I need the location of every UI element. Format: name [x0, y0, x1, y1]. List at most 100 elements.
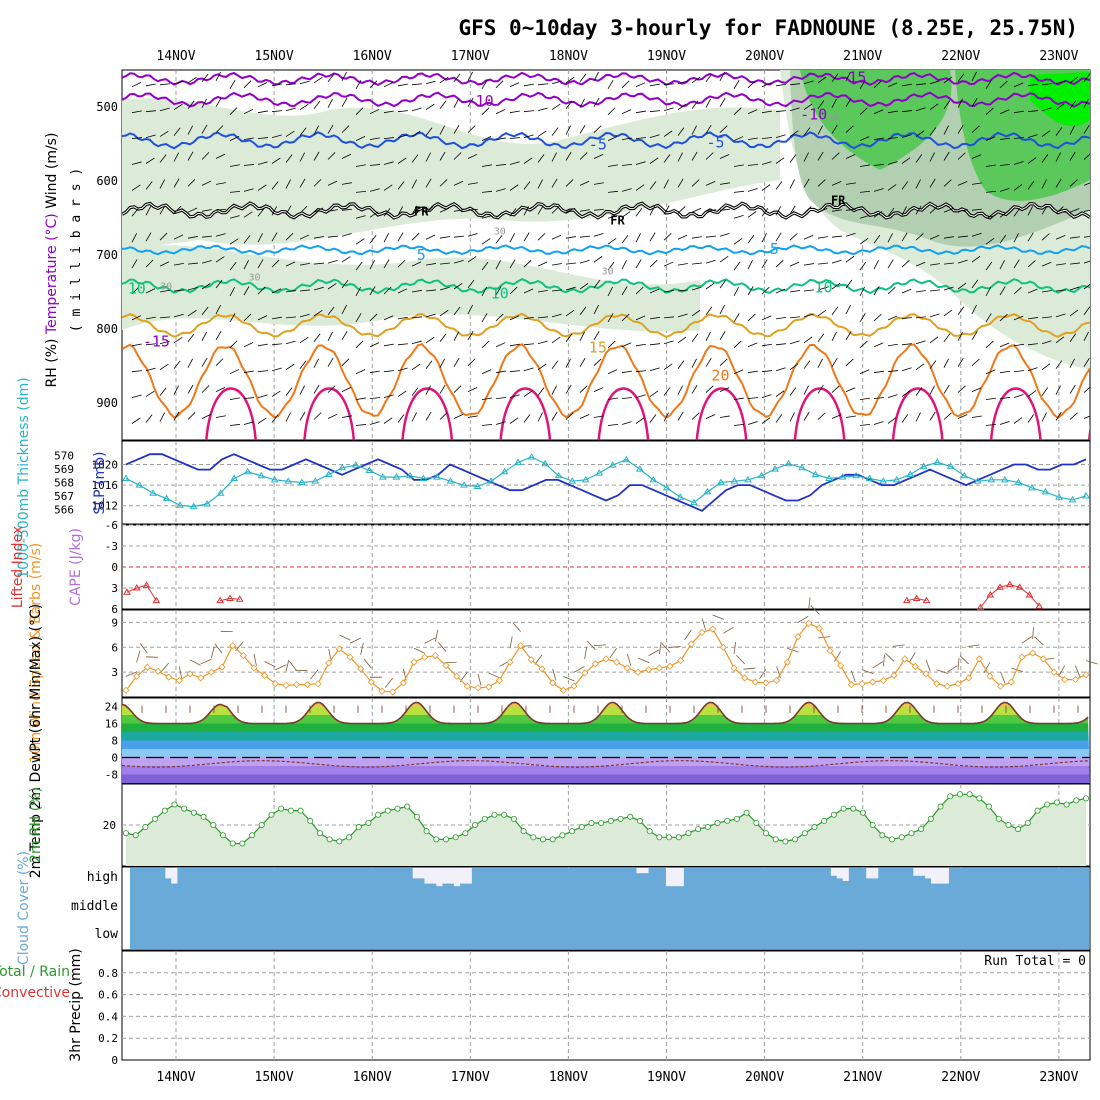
- wind-barb: [313, 286, 324, 291]
- rh-2m-point: [549, 836, 556, 843]
- wind-barb: [355, 369, 366, 375]
- wind-barb: [243, 370, 254, 374]
- wind-barb: [705, 73, 713, 83]
- wind-barb: [257, 161, 268, 165]
- wind-barb: [229, 397, 240, 400]
- wind-barb: [803, 234, 814, 240]
- thickness-point: [284, 477, 293, 484]
- wind-barb: [943, 151, 950, 161]
- wind-barb: [803, 152, 809, 162]
- thickness-point: [379, 473, 387, 480]
- wind-barb: [705, 235, 716, 238]
- wind-barb: [929, 289, 940, 292]
- wind-10m-point: [431, 652, 439, 660]
- wind-barb: [187, 384, 194, 394]
- wind-10m-point: [1071, 676, 1079, 684]
- thickness-point: [608, 461, 617, 468]
- wind-10m-barb: [189, 659, 201, 666]
- wind-barb: [439, 236, 450, 239]
- wind-barb: [789, 205, 796, 215]
- li-point: [132, 584, 141, 591]
- rh-2m-point: [666, 834, 673, 841]
- isotherm-20: [122, 343, 1090, 419]
- wind-barb: [971, 279, 979, 289]
- y-label-part: Temperature (°C): [44, 209, 60, 335]
- wind-barb: [1069, 412, 1078, 420]
- wind-barb: [495, 188, 506, 192]
- wind-barb: [607, 261, 615, 271]
- wind-barb: [649, 288, 660, 294]
- wind-barb: [229, 215, 240, 219]
- wind-barb: [775, 390, 785, 397]
- rh-2m-point: [1005, 822, 1012, 829]
- thickness-point: [230, 474, 239, 481]
- wind-barb: [803, 178, 810, 188]
- wind-barb: [1041, 316, 1052, 319]
- wind-barb: [873, 188, 884, 192]
- wind-barb: [831, 306, 839, 316]
- wind-barb: [929, 360, 937, 369]
- wind-barb: [341, 415, 352, 418]
- wind-barb: [285, 340, 296, 345]
- wind-barb: [635, 184, 645, 191]
- thickness-point: [622, 455, 631, 463]
- wind-barb: [747, 260, 753, 270]
- wind-10m-barb: [609, 647, 617, 659]
- wind-barb: [775, 367, 786, 372]
- wind-barb: [257, 370, 268, 373]
- wind-barb: [649, 367, 660, 372]
- cloud-high-gap: [165, 868, 172, 879]
- cloud-high-gap: [936, 868, 944, 884]
- wind-barb: [523, 414, 531, 423]
- wind-10m-point: [879, 676, 887, 684]
- wind-barb: [369, 260, 375, 270]
- wind-barb: [1027, 232, 1034, 242]
- wind-barb: [691, 309, 701, 317]
- wind-barb: [285, 179, 291, 189]
- rh-contour-label: 30: [248, 272, 260, 283]
- rh-2m-point: [520, 828, 527, 835]
- wind-10m-barb: [434, 629, 439, 642]
- y-tick-label: 900: [96, 396, 118, 410]
- slp-series-line: [125, 453, 1087, 512]
- wind-barb: [831, 331, 837, 341]
- precip-convective-label: Convective: [0, 985, 70, 1001]
- wind-barb: [271, 390, 281, 397]
- wind-10m-barb: [488, 672, 500, 679]
- wind-barb: [789, 154, 797, 163]
- wind-barb: [747, 342, 758, 348]
- wind-10m-point: [634, 668, 642, 676]
- wind-barb: [971, 304, 977, 315]
- wind-barb: [1027, 134, 1038, 138]
- wind-barb: [173, 289, 184, 292]
- wind-barb: [1055, 152, 1061, 162]
- rh-2m-point: [239, 840, 246, 847]
- wind-10m-point: [869, 678, 877, 686]
- wind-barb: [411, 179, 417, 189]
- wind-barb: [999, 109, 1010, 115]
- wind-barb: [327, 98, 333, 108]
- date-label-top: 23NOV: [1039, 49, 1078, 64]
- grid-layer: [121, 69, 1091, 1061]
- wind-barb: [901, 181, 909, 190]
- wind-barb: [985, 214, 996, 219]
- wind-barb: [243, 342, 254, 348]
- rh-2m-point: [501, 811, 508, 818]
- wind-barb: [817, 179, 826, 187]
- thickness-point: [392, 473, 401, 480]
- wind-barb: [635, 315, 646, 321]
- wind-barb: [537, 289, 548, 293]
- wind-barb: [649, 206, 655, 216]
- wind-10m-barb: [160, 662, 169, 673]
- wind-barb: [607, 340, 616, 349]
- rh-area-bright: [1030, 72, 1090, 127]
- rh-2m-point: [811, 824, 818, 831]
- wind-barb: [411, 316, 422, 319]
- cloud-high-gap: [465, 868, 472, 884]
- thickness-point: [1082, 491, 1090, 499]
- wind-barb: [229, 369, 240, 375]
- wind-barb: [257, 82, 268, 88]
- wind-barb: [859, 286, 865, 297]
- wind-barb: [509, 82, 520, 88]
- wind-10m-barb: [957, 657, 960, 670]
